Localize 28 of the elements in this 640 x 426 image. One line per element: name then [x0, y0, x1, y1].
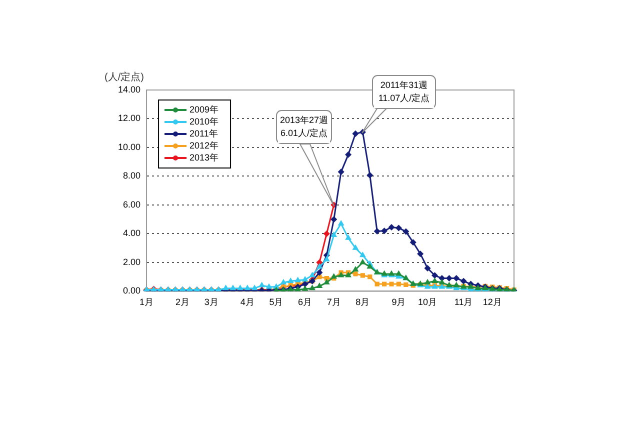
legend-label: 2012年 [190, 140, 219, 150]
x-tick-label: 2月 [176, 297, 190, 308]
legend-label: 2011年 [190, 128, 218, 138]
y-tick-label: 0.00 [122, 286, 141, 296]
x-tick-label: 10月 [418, 297, 438, 308]
annotation: 2013年27週 6.01人/定点 [278, 114, 330, 140]
x-tick-label: 1月 [140, 297, 154, 308]
x-tick-label: 9月 [392, 297, 406, 308]
x-tick-label: 5月 [269, 297, 284, 308]
x-tick-label: 8月 [356, 297, 370, 308]
legend-label: 2013年 [190, 152, 219, 162]
x-tick-label: 6月 [298, 297, 312, 308]
x-tick-label: 4月 [240, 297, 254, 308]
x-tick-label: 12月 [482, 297, 502, 308]
x-tick-label: 7月 [326, 297, 341, 308]
y-tick-label: 4.00 [122, 228, 141, 238]
y-tick-label: 8.00 [122, 170, 141, 181]
y-tick-label: 6.00 [122, 199, 141, 210]
y-tick-label: 14.00 [118, 84, 141, 94]
x-tick-label: 3月 [204, 297, 218, 308]
x-tick-label: 11月 [454, 297, 473, 308]
y-tick-label: 12.00 [118, 113, 141, 124]
annotation: 2011年31週 11.07人/定点 [377, 79, 431, 105]
legend-label: 2010年 [190, 116, 219, 126]
legend-label: 2009年 [190, 104, 219, 114]
y-tick-label: 10.00 [118, 142, 141, 152]
y-tick-label: 2.00 [122, 256, 141, 267]
y-axis-title: (人/定点) [104, 70, 144, 83]
